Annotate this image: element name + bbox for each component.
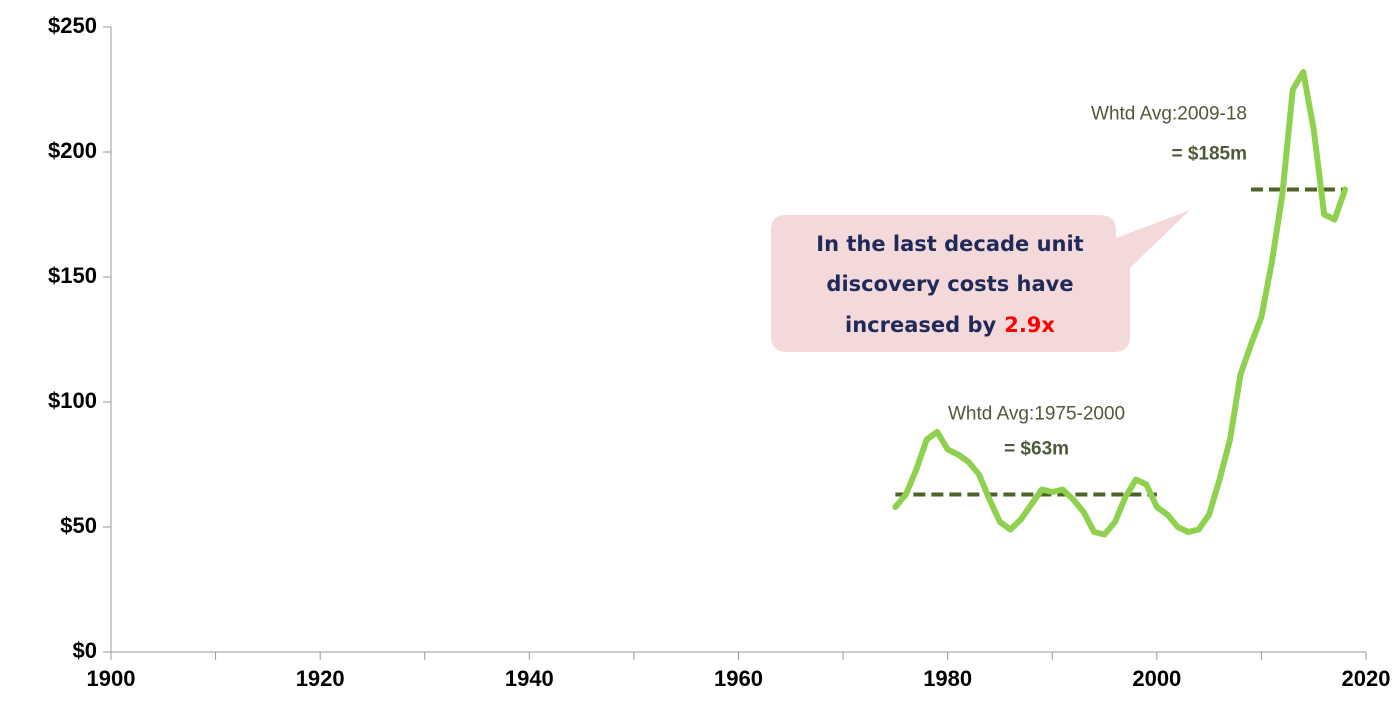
y-tick-label: $250	[48, 13, 97, 38]
callout-text: increased by	[845, 313, 996, 337]
annotation-value: = $185m	[1171, 144, 1247, 165]
x-tick-label: 2000	[1132, 666, 1181, 691]
callout-highlight: 2.9x	[1004, 313, 1055, 337]
x-tick-label: 1960	[714, 666, 763, 691]
callout-line: increased by 2.9x	[845, 313, 1055, 337]
annotation: Whtd Avg:1975-2000	[948, 404, 1125, 425]
x-tick-label: 2020	[1342, 666, 1391, 691]
y-tick-label: $0	[73, 638, 97, 663]
x-tick-label: 1940	[505, 666, 554, 691]
y-tick-label: $100	[48, 388, 97, 413]
data-line	[892, 69, 1349, 538]
x-tick-label: 1900	[87, 666, 136, 691]
annotation: Whtd Avg:2009-18	[1091, 104, 1247, 125]
callout-line: In the last decade unit	[816, 232, 1083, 256]
y-tick-label: $200	[48, 138, 97, 163]
annotation-value: = $63m	[1004, 439, 1069, 460]
x-tick-label: 1920	[296, 666, 345, 691]
x-tick-label: 1980	[923, 666, 972, 691]
y-tick-label: $150	[48, 263, 97, 288]
callout-line: discovery costs have	[826, 272, 1073, 296]
callout-box	[771, 210, 1190, 352]
y-tick-label: $50	[60, 513, 97, 538]
